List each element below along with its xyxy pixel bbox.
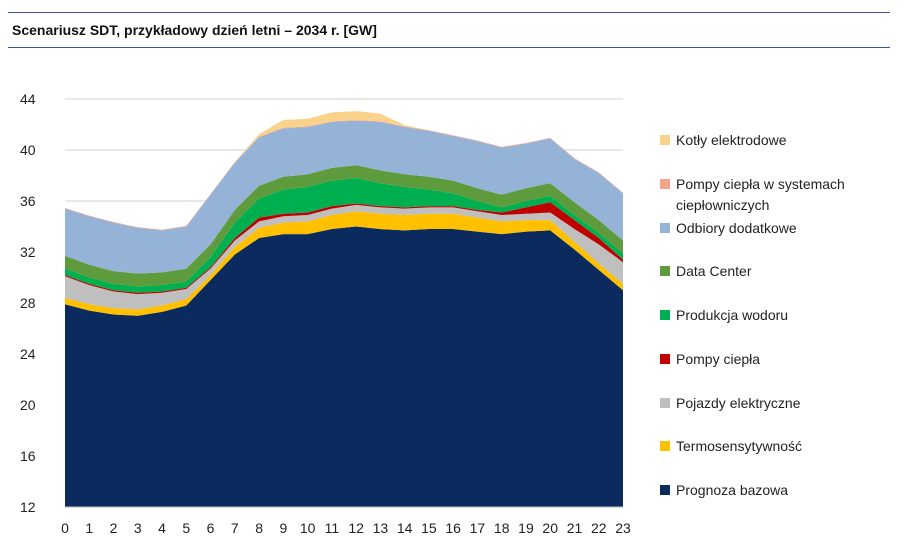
legend-swatch bbox=[660, 310, 670, 320]
x-tick-label: 2 bbox=[110, 520, 118, 536]
x-tick-label: 22 bbox=[591, 520, 607, 536]
legend-swatch bbox=[660, 135, 670, 145]
legend-swatch bbox=[660, 223, 670, 233]
x-tick-label: 14 bbox=[397, 520, 413, 536]
legend-label: Pompy ciepła w systemach ciepłowniczych bbox=[676, 176, 845, 213]
x-tick-label: 15 bbox=[421, 520, 437, 536]
x-tick-label: 7 bbox=[231, 520, 239, 536]
area-prognoza-bazowa bbox=[65, 226, 623, 507]
legend-item: Odbiory dodatkowe bbox=[660, 218, 797, 239]
legend-swatch bbox=[660, 485, 670, 495]
area-data-center bbox=[65, 165, 623, 287]
y-tick-label: 44 bbox=[20, 91, 36, 107]
x-tick-label: 21 bbox=[567, 520, 583, 536]
x-tick-label: 8 bbox=[255, 520, 263, 536]
x-tick-label: 13 bbox=[373, 520, 389, 536]
x-tick-label: 12 bbox=[348, 520, 364, 536]
y-tick-label: 32 bbox=[20, 244, 36, 260]
y-tick-label: 28 bbox=[20, 295, 36, 311]
legend-label: Produkcja wodoru bbox=[676, 307, 789, 323]
area-pojazdy-elektryczne bbox=[65, 204, 623, 310]
area-odbiory-dodatkowe bbox=[65, 120, 623, 274]
legend-item: Pompy ciepła bbox=[660, 349, 760, 370]
y-tick-label: 40 bbox=[20, 142, 36, 158]
y-tick-label: 20 bbox=[20, 397, 36, 413]
legend-label: Termosensytywność bbox=[676, 438, 803, 454]
legend-label: Pompy ciepła bbox=[676, 351, 761, 367]
legend-item: Prognoza bazowa bbox=[660, 480, 788, 501]
x-tick-label: 6 bbox=[207, 520, 215, 536]
x-tick-label: 4 bbox=[158, 520, 166, 536]
y-tick-label: 24 bbox=[20, 346, 36, 362]
legend-label: Kotły elektrodowe bbox=[676, 132, 787, 148]
x-tick-label: 5 bbox=[182, 520, 190, 536]
x-tick-label: 9 bbox=[279, 520, 287, 536]
chart-title: Scenariusz SDT, przykładowy dzień letni … bbox=[12, 22, 377, 38]
legend-label: Prognoza bazowa bbox=[676, 482, 789, 498]
legend-item: Data Center bbox=[660, 261, 751, 282]
legend-swatch bbox=[660, 266, 670, 276]
legend-label: Odbiory dodatkowe bbox=[676, 220, 797, 236]
legend-label: Pojazdy elektryczne bbox=[676, 395, 801, 411]
y-tick-label: 36 bbox=[20, 193, 36, 209]
x-tick-label: 19 bbox=[518, 520, 534, 536]
legend-item: Produkcja wodoru bbox=[660, 305, 788, 326]
legend-item: Pojazdy elektryczne bbox=[660, 393, 801, 414]
x-tick-label: 1 bbox=[85, 520, 93, 536]
x-tick-label: 3 bbox=[134, 520, 142, 536]
legend-item: Termosensytywność bbox=[660, 436, 802, 457]
x-tick-label: 18 bbox=[494, 520, 510, 536]
legend-item: Kotły elektrodowe bbox=[660, 130, 787, 151]
area-produkcja-wodoru bbox=[65, 178, 623, 293]
legend-swatch bbox=[660, 179, 670, 189]
x-tick-label: 17 bbox=[470, 520, 486, 536]
legend-swatch bbox=[660, 441, 670, 451]
legend-item: Pompy ciepła w systemach ciepłowniczych bbox=[660, 174, 876, 216]
x-tick-label: 11 bbox=[325, 520, 340, 536]
legend-label: Data Center bbox=[676, 263, 752, 279]
x-tick-label: 23 bbox=[615, 520, 631, 536]
legend-swatch bbox=[660, 354, 670, 364]
y-tick-label: 12 bbox=[20, 499, 36, 515]
y-tick-label: 16 bbox=[20, 448, 36, 464]
x-tick-label: 16 bbox=[445, 520, 461, 536]
x-tick-label: 20 bbox=[542, 520, 558, 536]
title-rule bbox=[8, 47, 890, 48]
x-tick-label: 0 bbox=[61, 520, 69, 536]
x-tick-label: 10 bbox=[300, 520, 316, 536]
top-rule bbox=[8, 12, 890, 13]
legend-swatch bbox=[660, 398, 670, 408]
